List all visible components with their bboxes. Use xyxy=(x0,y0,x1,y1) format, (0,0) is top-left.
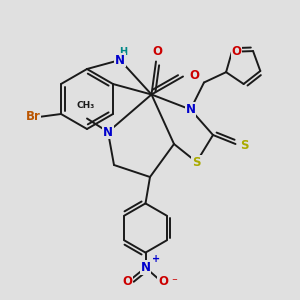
Text: O: O xyxy=(152,45,163,58)
Text: N: N xyxy=(140,261,151,274)
Text: O: O xyxy=(231,45,242,58)
Text: ⁻: ⁻ xyxy=(171,278,177,288)
Text: CH₃: CH₃ xyxy=(76,101,94,110)
Text: N: N xyxy=(103,125,113,139)
Text: O: O xyxy=(189,68,200,82)
Text: N: N xyxy=(115,53,125,67)
Text: +: + xyxy=(152,254,160,265)
Text: S: S xyxy=(240,139,248,152)
Text: Br: Br xyxy=(26,110,40,124)
Text: N: N xyxy=(185,103,196,116)
Text: O: O xyxy=(122,275,132,288)
Text: S: S xyxy=(192,155,201,169)
Text: H: H xyxy=(119,46,127,57)
Text: O: O xyxy=(158,275,168,288)
